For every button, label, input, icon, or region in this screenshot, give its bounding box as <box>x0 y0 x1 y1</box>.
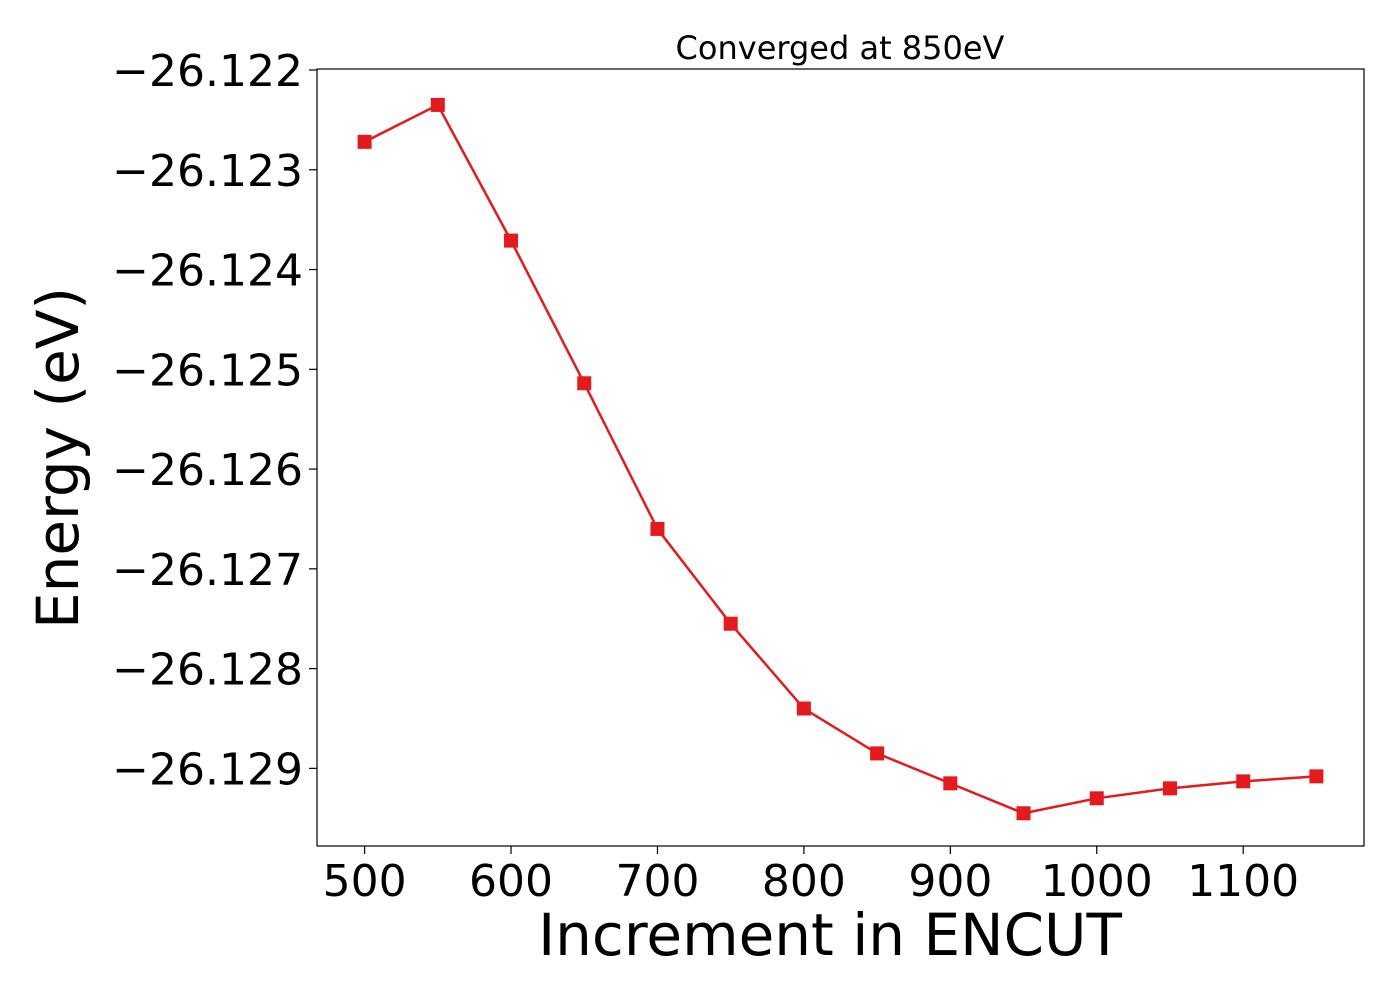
data-point-marker <box>1089 791 1104 806</box>
y-tick-label: −26.124 <box>112 246 303 297</box>
data-point-marker <box>723 616 738 631</box>
chart-title: Converged at 850eV <box>676 29 1005 67</box>
data-point-marker <box>943 776 958 791</box>
data-point-marker <box>796 701 811 716</box>
data-point-marker <box>1162 781 1177 796</box>
y-tick-label: −26.122 <box>112 46 303 97</box>
y-tick-label: −26.127 <box>112 545 303 596</box>
data-point-marker <box>1016 806 1031 821</box>
series-line <box>364 103 1317 815</box>
y-tick-label: −26.126 <box>112 445 303 496</box>
x-axis-ticks: 500 600 700 800 900 1000 1100 <box>323 846 1299 907</box>
x-tick-label: 800 <box>762 856 846 907</box>
y-tick-label: −26.123 <box>112 146 303 197</box>
x-tick-label: 600 <box>469 856 553 907</box>
x-tick-label: 700 <box>615 856 699 907</box>
y-axis-label: Energy (eV) <box>24 287 92 629</box>
plot-area-frame <box>316 68 1365 847</box>
data-point-marker <box>650 521 665 536</box>
y-axis-ticks: −26.122 −26.123 −26.124 −26.125 −26.126 −26.1… <box>112 46 317 795</box>
data-point-marker <box>1236 774 1251 789</box>
x-tick-label: 900 <box>908 856 992 907</box>
data-point-marker <box>577 376 592 391</box>
series-group <box>357 97 1324 821</box>
x-tick-label: 1100 <box>1187 856 1299 907</box>
y-tick-label: −26.125 <box>112 345 303 396</box>
y-tick-label: −26.128 <box>112 645 303 696</box>
data-point-marker <box>870 746 885 761</box>
data-point-marker <box>504 233 519 248</box>
data-point-marker <box>1309 769 1324 784</box>
x-axis-label: Increment in ENCUT <box>538 901 1122 969</box>
data-point-marker <box>430 97 445 112</box>
x-tick-label: 1000 <box>1041 856 1153 907</box>
data-point-marker <box>357 134 372 149</box>
x-tick-label: 500 <box>323 856 407 907</box>
y-tick-label: −26.129 <box>112 744 303 795</box>
